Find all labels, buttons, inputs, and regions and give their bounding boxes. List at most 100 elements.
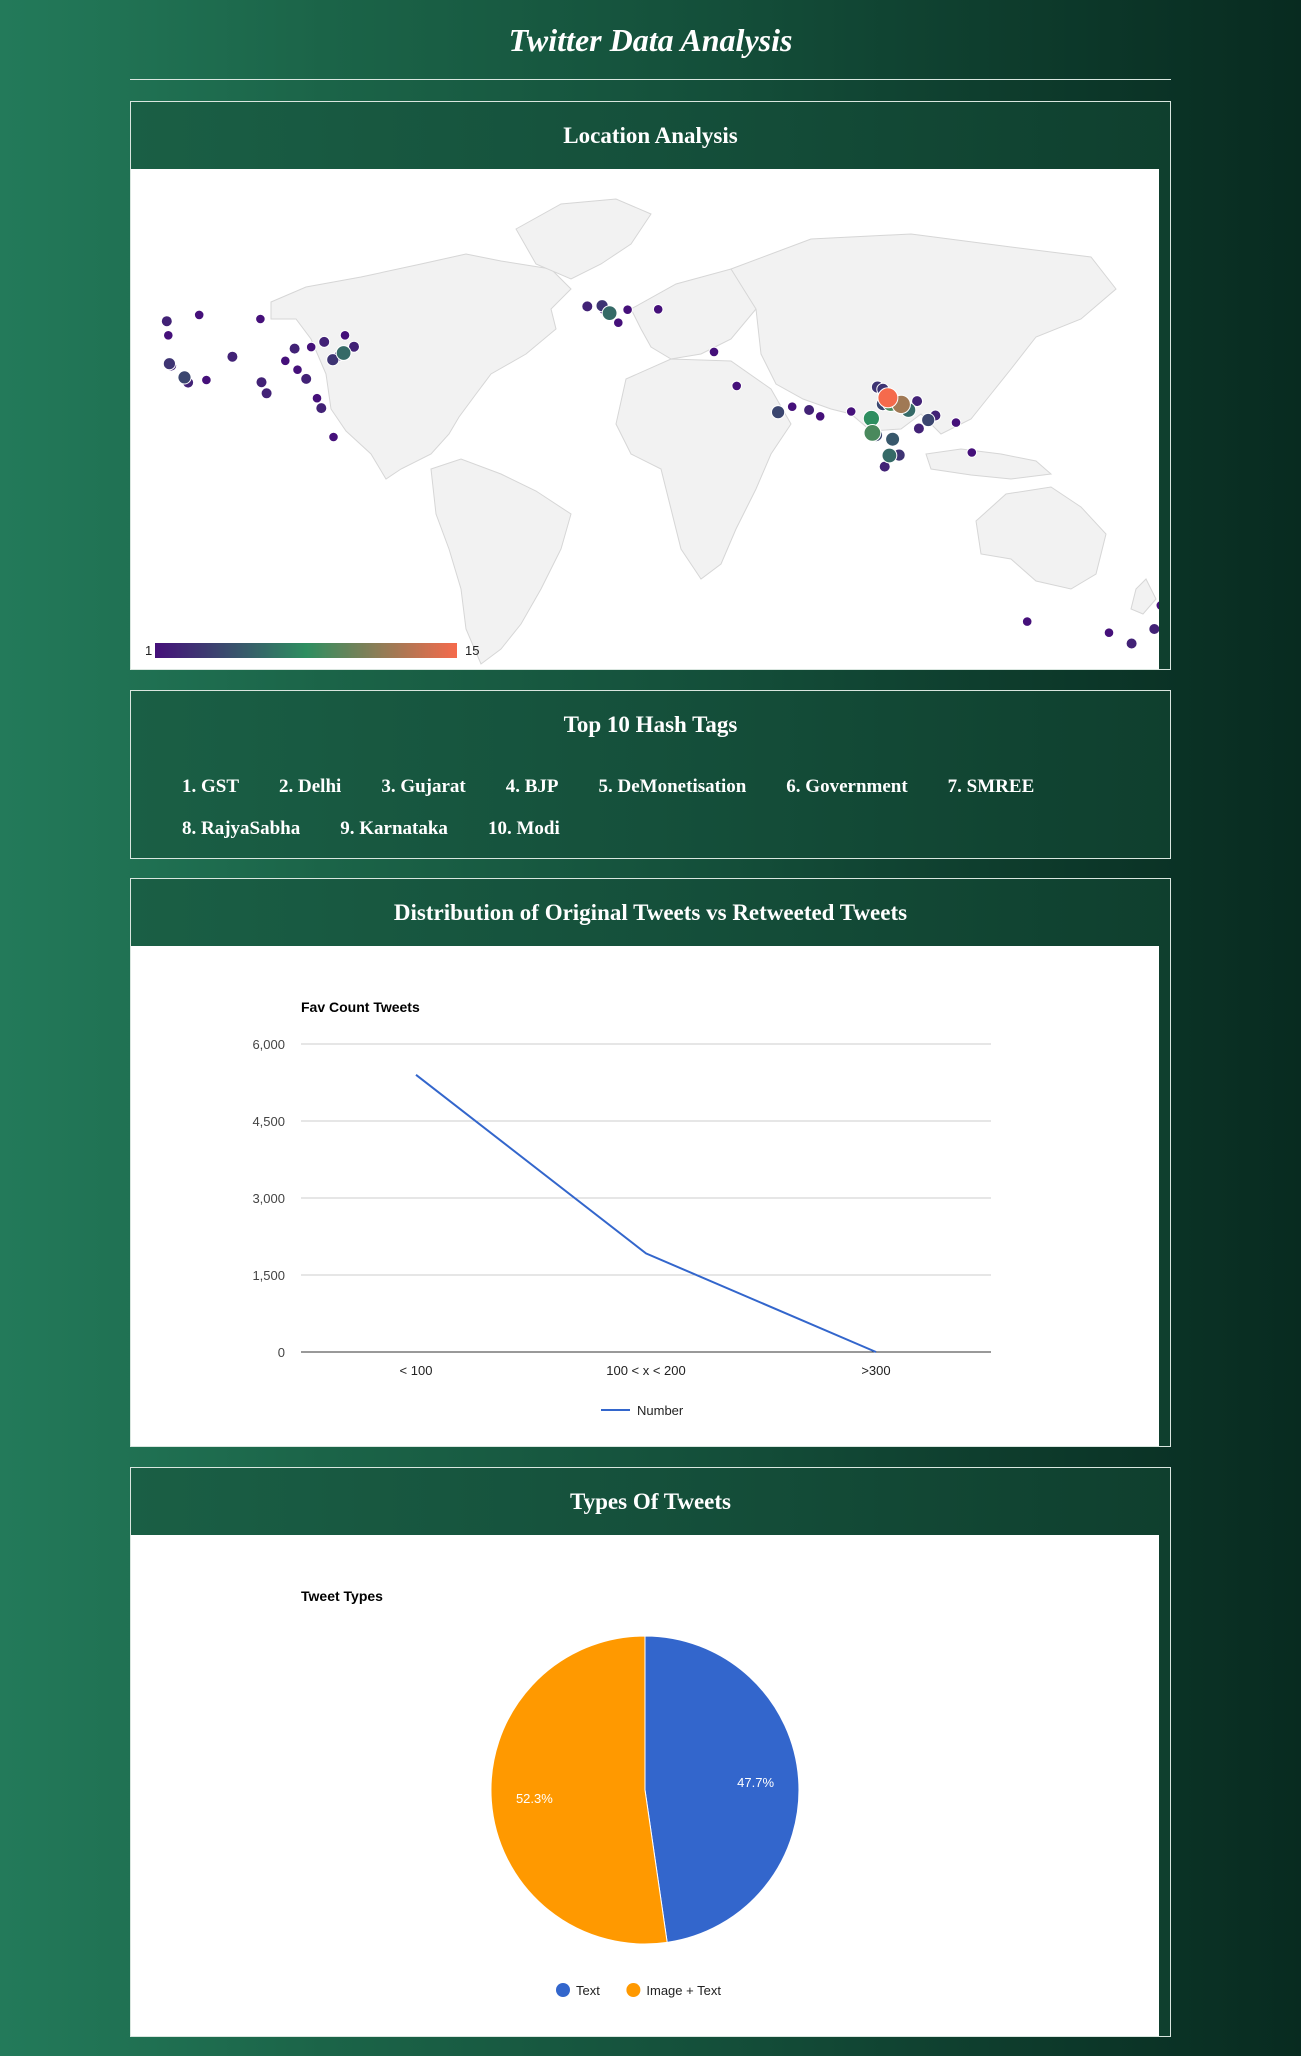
data-point[interactable] bbox=[414, 1073, 418, 1077]
distribution-chart-panel[interactable]: Fav Count Tweets 0 1,500 3,000 4,500 6,000 <… bbox=[131, 946, 1159, 1446]
location-bubble[interactable] bbox=[966, 447, 978, 458]
location-bubble[interactable] bbox=[950, 417, 962, 428]
colorbar-min-label: 1 bbox=[145, 643, 152, 658]
location-bubble[interactable] bbox=[193, 309, 205, 321]
location-bubble[interactable] bbox=[877, 387, 899, 409]
chart-title: Tweet Types bbox=[301, 1588, 383, 1604]
location-bubble[interactable] bbox=[786, 401, 798, 412]
series-line-number[interactable] bbox=[415, 1074, 877, 1353]
location-bubble[interactable] bbox=[1148, 623, 1161, 635]
location-bubble[interactable] bbox=[708, 346, 720, 358]
location-bubble[interactable] bbox=[863, 424, 882, 442]
location-map-panel[interactable]: 1 15 bbox=[35, 169, 1246, 669]
x-tick-labels: < 100 100 < x < 200 >300 bbox=[400, 1363, 891, 1378]
hashtag-item: 1. GST bbox=[182, 776, 240, 797]
location-bubble[interactable] bbox=[601, 305, 618, 322]
location-bubble[interactable] bbox=[1103, 627, 1115, 639]
map-colorbar: 1 15 bbox=[145, 643, 479, 658]
location-bubble[interactable] bbox=[622, 304, 633, 315]
distribution-title: Distribution of Original Tweets vs Retwe… bbox=[393, 900, 908, 925]
legend-item[interactable]: Text bbox=[556, 1983, 600, 1998]
chart-legend[interactable]: Number bbox=[601, 1403, 684, 1418]
location-bubble[interactable] bbox=[1155, 600, 1167, 611]
y-gridlines bbox=[301, 1043, 991, 1353]
location-bubble[interactable] bbox=[300, 372, 313, 385]
location-bubble[interactable] bbox=[162, 357, 177, 371]
location-bubble[interactable] bbox=[1021, 616, 1033, 627]
world-bubble-map[interactable]: 1 15 bbox=[35, 169, 1246, 669]
location-bubble[interactable] bbox=[581, 300, 594, 313]
land-new-zealand bbox=[1130, 578, 1157, 615]
location-bubble[interactable] bbox=[288, 342, 301, 355]
land-indonesia bbox=[925, 448, 1053, 480]
legend-item[interactable]: Number bbox=[601, 1403, 684, 1418]
legend-label: Number bbox=[637, 1403, 684, 1418]
location-bubble[interactable] bbox=[339, 330, 351, 341]
location-bubble[interactable] bbox=[731, 380, 743, 392]
location-bubble[interactable] bbox=[1125, 637, 1138, 650]
hashtag-row: 1. GST 2. Delhi 3. Gujarat 4. BJP 5. DeMonet… bbox=[182, 766, 1142, 808]
location-bubble[interactable] bbox=[260, 387, 273, 400]
land-north-america bbox=[270, 253, 572, 480]
location-bubble[interactable] bbox=[921, 412, 936, 428]
y-tick-label: 3,000 bbox=[252, 1191, 285, 1206]
location-bubble[interactable] bbox=[226, 350, 239, 363]
location-bubble[interactable] bbox=[845, 406, 857, 417]
location-bubble[interactable] bbox=[255, 313, 266, 325]
hashtag-item: 8. RajyaSabha bbox=[182, 818, 301, 839]
line-series[interactable] bbox=[414, 1073, 878, 1354]
location-bubble[interactable] bbox=[912, 422, 925, 435]
location-bubble[interactable] bbox=[335, 345, 352, 361]
hashtag-item: 7. SMREE bbox=[947, 776, 1035, 797]
types-chart-panel[interactable]: Tweet Types 47.7% 52.3% Text Image + Text bbox=[131, 1535, 1159, 2036]
location-bubble[interactable] bbox=[177, 370, 192, 385]
location-bubble[interactable] bbox=[348, 340, 360, 353]
legend-item[interactable]: Image + Text bbox=[626, 1983, 721, 1998]
y-tick-label: 6,000 bbox=[252, 1037, 285, 1052]
y-tick-label: 1,500 bbox=[252, 1268, 285, 1283]
location-bubble[interactable] bbox=[328, 431, 339, 443]
pie-slice-label: 47.7% bbox=[737, 1775, 774, 1790]
location-bubble[interactable] bbox=[292, 364, 303, 375]
land-south-america bbox=[430, 458, 572, 665]
y-tick-labels: 0 1,500 3,000 4,500 6,000 bbox=[252, 1037, 285, 1360]
y-tick-label: 4,500 bbox=[252, 1114, 285, 1129]
location-bubble[interactable] bbox=[160, 315, 173, 328]
location-bubble[interactable] bbox=[201, 374, 212, 386]
location-bubble[interactable] bbox=[315, 402, 328, 415]
hashtag-row: 8. RajyaSabha 9. Karnataka 10. Modi bbox=[182, 808, 1142, 850]
legend-swatch bbox=[556, 1983, 570, 1997]
location-analysis-title: Location Analysis bbox=[563, 123, 738, 148]
pie-slices[interactable] bbox=[490, 1635, 800, 1945]
pie-slice-label: 52.3% bbox=[516, 1791, 553, 1806]
location-bubble[interactable] bbox=[163, 330, 174, 341]
data-point[interactable] bbox=[874, 1350, 878, 1354]
data-point[interactable] bbox=[644, 1251, 648, 1255]
location-bubble[interactable] bbox=[255, 376, 268, 389]
location-analysis-card: Location Analysis bbox=[35, 101, 1246, 670]
types-title: Types Of Tweets bbox=[570, 1489, 731, 1514]
pie-slice-image-text[interactable] bbox=[490, 1635, 668, 1945]
x-tick-label: 100 < x < 200 bbox=[606, 1363, 686, 1378]
tweet-types-pie-chart[interactable]: Tweet Types 47.7% 52.3% Text Image + Text bbox=[131, 1535, 1159, 2036]
location-bubble[interactable] bbox=[305, 341, 317, 353]
location-bubble[interactable] bbox=[652, 304, 664, 315]
pie-slice-text[interactable] bbox=[644, 1635, 800, 1943]
location-bubble[interactable] bbox=[318, 335, 331, 348]
location-bubble[interactable] bbox=[911, 395, 924, 408]
land-greenland bbox=[515, 198, 652, 280]
location-bubble[interactable] bbox=[885, 431, 901, 447]
chart-legend[interactable]: Text Image + Text bbox=[556, 1983, 721, 1998]
location-bubble[interactable] bbox=[326, 353, 340, 367]
fav-count-line-chart[interactable]: Fav Count Tweets 0 1,500 3,000 4,500 6,000 <… bbox=[131, 946, 1159, 1446]
location-bubble[interactable] bbox=[613, 317, 624, 328]
location-bubble[interactable] bbox=[771, 405, 786, 420]
location-bubble[interactable] bbox=[881, 447, 898, 464]
location-bubble[interactable] bbox=[803, 404, 816, 416]
hashtag-list: 1. GST 2. Delhi 3. Gujarat 4. BJP 5. DeMonet… bbox=[182, 766, 1142, 850]
location-bubble[interactable] bbox=[311, 392, 323, 404]
hashtags-card: Top 10 Hash Tags 1. GST 2. Delhi 3. Gujara… bbox=[130, 690, 1171, 859]
land-layer bbox=[270, 198, 1157, 665]
location-bubble[interactable] bbox=[280, 355, 291, 367]
location-bubble[interactable] bbox=[814, 411, 826, 422]
